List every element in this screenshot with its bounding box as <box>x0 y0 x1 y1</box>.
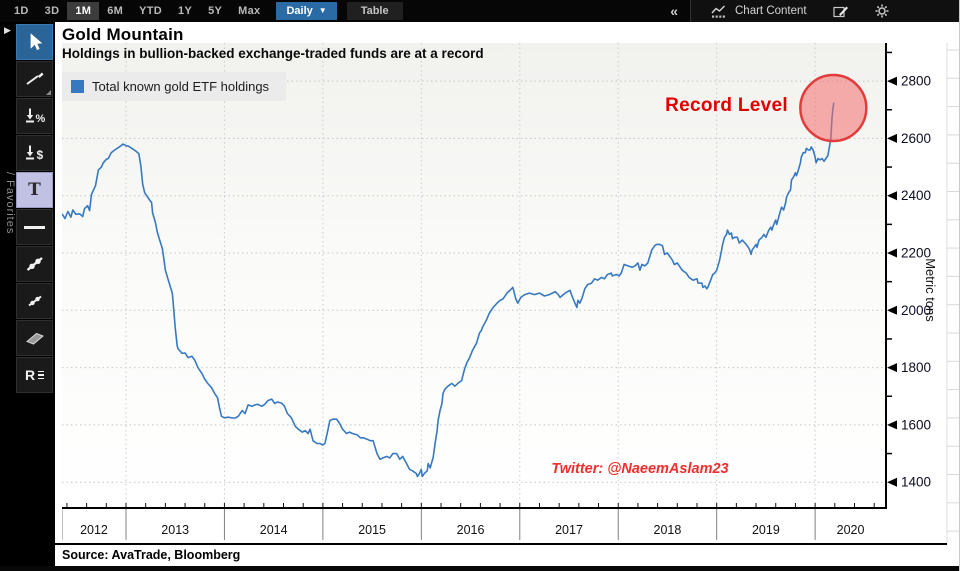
toolbar-right-group: Chart Content <box>690 0 959 22</box>
chart-line-icon <box>711 5 725 18</box>
cursor-tool[interactable] <box>16 24 53 60</box>
table-button[interactable]: Table <box>346 2 403 20</box>
source-divider <box>55 543 947 545</box>
range-button-1d[interactable]: 1D <box>14 5 29 17</box>
svg-text:$: $ <box>36 148 43 162</box>
dollar-change-icon: $ <box>25 145 43 162</box>
legend-label: Total known gold ETF holdings <box>92 79 270 94</box>
legend-swatch <box>71 80 84 93</box>
expand-favorites-icon[interactable]: ▶ <box>4 25 11 35</box>
svg-text:2015: 2015 <box>358 523 386 537</box>
svg-text:2400: 2400 <box>901 188 931 203</box>
record-level-annotation[interactable]: Record Level <box>665 95 788 116</box>
svg-text:2012: 2012 <box>80 523 108 537</box>
text-tool-glyph: T <box>28 180 41 200</box>
twitter-watermark: Twitter: @NaeemAslam23 <box>551 461 729 477</box>
text-annotation-tool[interactable]: T <box>16 172 53 208</box>
trendline-icon <box>26 257 43 271</box>
dollar-change-tool[interactable]: $ <box>16 135 53 171</box>
range-button-6m[interactable]: 6M <box>107 5 124 17</box>
chevron-down-icon: ▼ <box>318 6 327 15</box>
regression-icon: R <box>25 367 45 383</box>
channel-icon <box>25 332 44 345</box>
collapse-panel-button[interactable]: « <box>670 3 678 19</box>
range-button-5y[interactable]: 5Y <box>208 5 223 17</box>
legend[interactable]: Total known gold ETF holdings <box>62 72 286 101</box>
horizontal-line-icon <box>24 225 45 229</box>
chart-content-label: Chart Content <box>735 5 807 17</box>
channel-tool[interactable] <box>16 320 53 356</box>
svg-text:2200: 2200 <box>901 246 931 261</box>
svg-text:2600: 2600 <box>901 131 931 146</box>
percent-change-tool[interactable]: % <box>16 98 53 134</box>
ray-icon <box>27 295 42 307</box>
trendline-tool[interactable] <box>16 246 53 282</box>
drawing-tools-sidebar: ▶ / Favorites % <box>0 22 55 571</box>
range-button-ytd[interactable]: YTD <box>139 5 163 17</box>
pencil-icon <box>25 72 43 85</box>
svg-text:2016: 2016 <box>457 523 485 537</box>
chart-content-button[interactable]: Chart Content <box>711 5 807 18</box>
regression-tool[interactable]: R <box>16 357 53 393</box>
tool-flyout-indicator <box>46 90 51 95</box>
svg-text:2020: 2020 <box>837 523 865 537</box>
gear-icon[interactable] <box>875 4 889 18</box>
horizontal-line-tool[interactable] <box>16 209 53 245</box>
svg-text:Metric tons: Metric tons <box>923 258 938 322</box>
percent-change-icon: % <box>25 108 45 125</box>
svg-text:2800: 2800 <box>901 74 931 89</box>
svg-text:2013: 2013 <box>161 523 189 537</box>
draw-tool[interactable] <box>16 61 53 97</box>
svg-text:2018: 2018 <box>654 523 682 537</box>
svg-text:2019: 2019 <box>752 523 780 537</box>
svg-text:2014: 2014 <box>260 523 288 537</box>
svg-text:%: % <box>35 113 45 125</box>
svg-text:2000: 2000 <box>901 303 931 318</box>
ray-tool[interactable] <box>16 283 53 319</box>
range-button-3d[interactable]: 3D <box>44 5 60 17</box>
chart-title: Gold Mountain <box>62 25 184 44</box>
bottom-frame <box>0 566 959 571</box>
svg-text:1600: 1600 <box>901 417 931 432</box>
range-button-max[interactable]: Max <box>238 5 261 17</box>
svg-text:1400: 1400 <box>901 475 931 490</box>
price-chart[interactable]: 1400 1600 1800 2000 2200 2400 2600 2800 2012 2013… <box>62 43 960 545</box>
range-button-1m[interactable]: 1M <box>67 2 100 20</box>
chart-subtitle: Holdings in bullion-backed exchange-trad… <box>62 46 484 61</box>
svg-text:1800: 1800 <box>901 360 931 375</box>
source-note: Source: AvaTrade, Bloomberg <box>62 548 241 562</box>
svg-text:2017: 2017 <box>555 523 583 537</box>
favorites-label[interactable]: / Favorites <box>4 172 16 235</box>
annotate-icon[interactable] <box>833 5 849 18</box>
tool-column: % $ T <box>16 24 55 394</box>
chart-toolbar: 1D 3D 1M 6M YTD 1Y 5Y Max Daily ▼ Table … <box>0 0 959 22</box>
range-button-1y[interactable]: 1Y <box>178 5 193 17</box>
cursor-icon <box>30 33 42 51</box>
frequency-label: Daily <box>286 5 313 17</box>
frequency-dropdown[interactable]: Daily ▼ <box>276 2 337 20</box>
